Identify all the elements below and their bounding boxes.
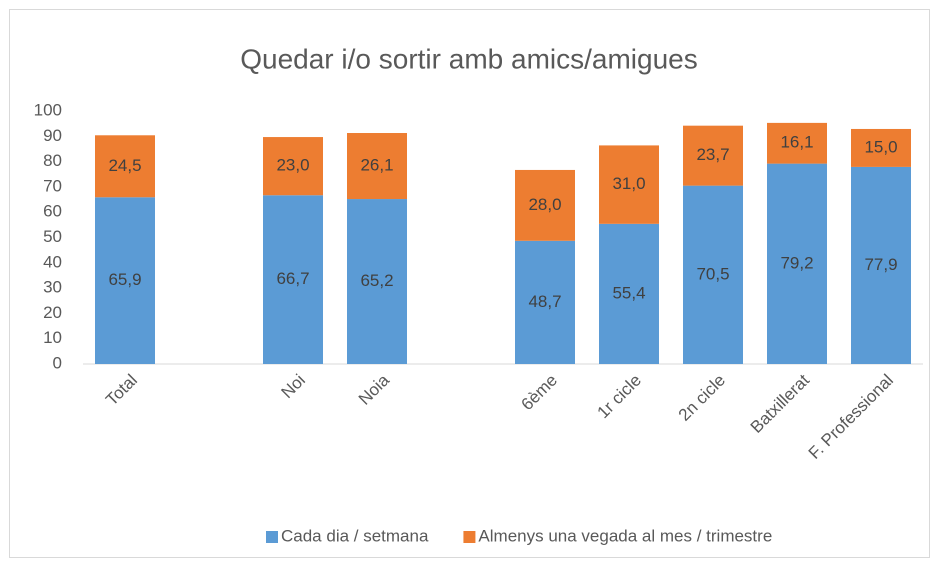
y-tick-label: 60 bbox=[43, 202, 62, 221]
bar-segment bbox=[683, 185, 743, 364]
data-label: 24,5 bbox=[108, 156, 141, 175]
y-tick-label: 10 bbox=[43, 328, 62, 347]
bar-segment bbox=[263, 195, 323, 364]
bar-segment bbox=[515, 169, 575, 241]
y-tick-label: 40 bbox=[43, 252, 62, 271]
bar-segment bbox=[95, 135, 155, 198]
chart-title: Quedar i/o sortir amb amics/amigues bbox=[240, 43, 698, 74]
y-tick-label: 50 bbox=[43, 227, 62, 246]
data-label: 70,5 bbox=[696, 264, 729, 283]
y-tick-label: 100 bbox=[34, 100, 62, 119]
bar-segment bbox=[599, 223, 659, 364]
bar-segment bbox=[767, 122, 827, 164]
data-label: 65,9 bbox=[108, 270, 141, 289]
legend-swatch bbox=[463, 531, 476, 543]
bar-segment bbox=[515, 240, 575, 364]
data-label: 55,4 bbox=[612, 283, 645, 302]
legend-swatch bbox=[266, 531, 278, 543]
bar-segment bbox=[599, 145, 659, 224]
bar-segment bbox=[851, 128, 911, 167]
bar-segment bbox=[95, 197, 155, 364]
data-label: 31,0 bbox=[612, 174, 645, 193]
y-tick-label: 0 bbox=[53, 353, 62, 372]
data-label: 23,0 bbox=[276, 156, 309, 175]
legend-label: Cada dia / setmana bbox=[281, 526, 429, 545]
data-label: 48,7 bbox=[528, 292, 561, 311]
y-tick-label: 30 bbox=[43, 278, 62, 297]
y-tick-label: 80 bbox=[43, 151, 62, 170]
bar-segment bbox=[767, 163, 827, 364]
bar-segment bbox=[347, 199, 407, 364]
y-tick-label: 90 bbox=[43, 126, 62, 145]
data-label: 16,1 bbox=[780, 133, 813, 152]
bar-segment bbox=[851, 166, 911, 364]
bar-segment bbox=[683, 125, 743, 186]
legend-label: Almenys una vegada al mes / trimestre bbox=[478, 526, 772, 545]
bar-segment bbox=[263, 137, 323, 196]
data-label: 66,7 bbox=[276, 269, 309, 288]
bar-segment bbox=[347, 133, 407, 200]
data-label: 26,1 bbox=[360, 156, 393, 175]
data-label: 15,0 bbox=[864, 137, 897, 156]
data-label: 77,9 bbox=[864, 255, 897, 274]
data-label: 79,2 bbox=[780, 253, 813, 272]
data-label: 28,0 bbox=[528, 195, 561, 214]
data-label: 65,2 bbox=[360, 271, 393, 290]
y-tick-label: 20 bbox=[43, 303, 62, 322]
y-tick-label: 70 bbox=[43, 176, 62, 195]
data-label: 23,7 bbox=[696, 145, 729, 164]
